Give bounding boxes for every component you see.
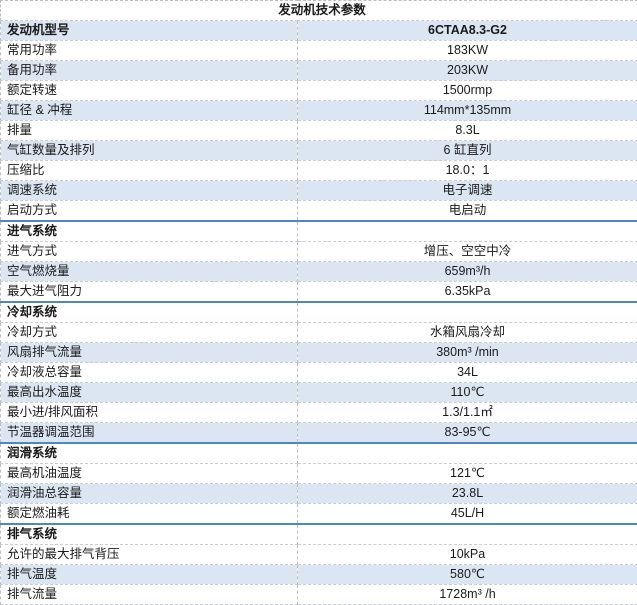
row-value: 659m³/h [298, 262, 637, 282]
table-row: 进气方式增压、空空中冷 [1, 242, 637, 262]
row-label: 额定燃油耗 [1, 504, 298, 525]
row-label: 启动方式 [1, 201, 298, 222]
model-header-value: 6CTAA8.3-G2 [298, 21, 637, 41]
row-value: 1.3/1.1㎡ [298, 403, 637, 423]
row-label: 额定转速 [1, 81, 298, 101]
row-value: 183KW [298, 41, 637, 61]
section-header-label: 润滑系统 [1, 443, 298, 464]
row-value: 83-95℃ [298, 423, 637, 444]
section-header-spacer [298, 302, 637, 323]
row-value: 45L/H [298, 504, 637, 525]
model-header-label: 发动机型号 [1, 21, 298, 41]
row-value: 114mm*135mm [298, 101, 637, 121]
section-header-label: 排气系统 [1, 524, 298, 545]
row-label: 气缸数量及排列 [1, 141, 298, 161]
row-label: 最高出水温度 [1, 383, 298, 403]
table-title-row: 发动机技术参数 [1, 1, 637, 21]
row-value: 水箱风扇冷却 [298, 323, 637, 343]
page-title: 发动机技术参数 [1, 1, 637, 21]
row-label: 冷却液总容量 [1, 363, 298, 383]
row-value: 1728m³ /h [298, 585, 637, 605]
row-value: 380m³ /min [298, 343, 637, 363]
row-value: 6.35kPa [298, 282, 637, 303]
row-label: 备用功率 [1, 61, 298, 81]
row-label: 常用功率 [1, 41, 298, 61]
row-value: 8.3L [298, 121, 637, 141]
row-value: 23.8L [298, 484, 637, 504]
row-label: 风扇排气流量 [1, 343, 298, 363]
row-label: 最小进/排风面积 [1, 403, 298, 423]
table-row: 冷却方式水箱风扇冷却 [1, 323, 637, 343]
row-label: 缸径 & 冲程 [1, 101, 298, 121]
row-label: 排气温度 [1, 565, 298, 585]
section-header-spacer [298, 443, 637, 464]
row-value: 增压、空空中冷 [298, 242, 637, 262]
row-value: 电子调速 [298, 181, 637, 201]
row-label: 润滑油总容量 [1, 484, 298, 504]
row-value: 580℃ [298, 565, 637, 585]
row-value: 10kPa [298, 545, 637, 565]
section-header-intake: 进气系统 [1, 221, 637, 242]
section-header-exhaust: 排气系统 [1, 524, 637, 545]
row-label: 进气方式 [1, 242, 298, 262]
row-value: 203KW [298, 61, 637, 81]
section-header-label: 冷却系统 [1, 302, 298, 323]
row-label: 最大进气阻力 [1, 282, 298, 303]
row-value: 电启动 [298, 201, 637, 222]
row-value: 6 缸直列 [298, 141, 637, 161]
section-header-cooling: 冷却系统 [1, 302, 637, 323]
row-value: 110℃ [298, 383, 637, 403]
row-value: 121℃ [298, 464, 637, 484]
row-label: 冷却方式 [1, 323, 298, 343]
row-label: 空气燃烧量 [1, 262, 298, 282]
row-label: 排气流量 [1, 585, 298, 605]
row-label: 节温器调温范围 [1, 423, 298, 444]
section-header-lubrication: 润滑系统 [1, 443, 637, 464]
row-label: 调速系统 [1, 181, 298, 201]
row-value: 34L [298, 363, 637, 383]
row-value: 1500rmp [298, 81, 637, 101]
row-label: 压缩比 [1, 161, 298, 181]
row-label: 最高机油温度 [1, 464, 298, 484]
section-header-label: 进气系统 [1, 221, 298, 242]
table-row: 启动方式电启动 [1, 201, 637, 222]
row-value: 18.0：1 [298, 161, 637, 181]
section-header-spacer [298, 221, 637, 242]
row-label: 排量 [1, 121, 298, 141]
table-row: 调速系统电子调速 [1, 181, 637, 201]
row-label: 允许的最大排气背压 [1, 545, 298, 565]
section-header-spacer [298, 524, 637, 545]
